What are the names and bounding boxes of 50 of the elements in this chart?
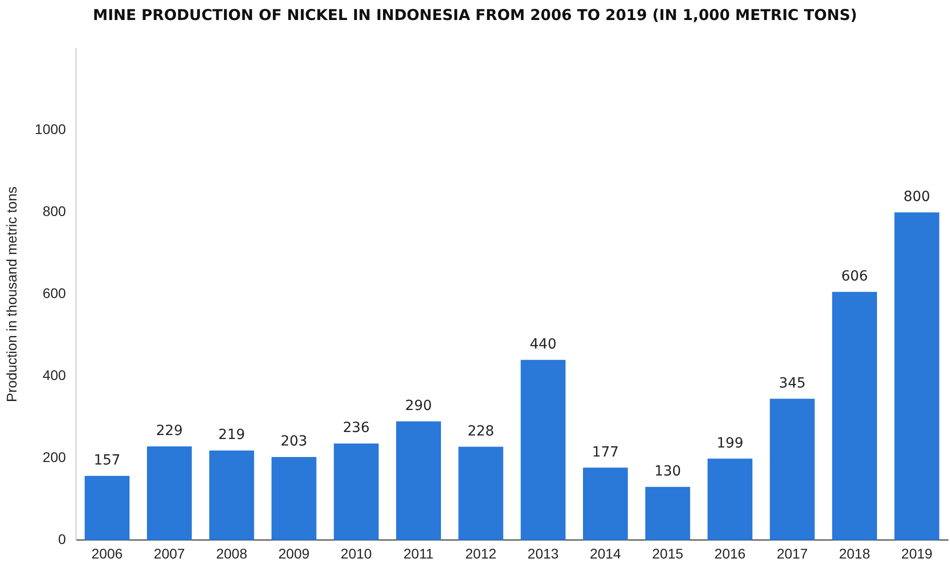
x-tick-label: 2016 [714, 545, 746, 562]
bar [894, 212, 940, 540]
data-label: 345 [778, 375, 806, 392]
data-label: 606 [841, 268, 868, 284]
bar [272, 457, 316, 540]
bar [708, 458, 752, 540]
x-tick-label: 2010 [340, 545, 372, 562]
x-tick-label: 2014 [590, 545, 622, 562]
data-label: 290 [405, 398, 432, 414]
x-tick-label: 2012 [465, 545, 497, 562]
data-label: 440 [530, 336, 556, 353]
data-label: 229 [156, 422, 183, 439]
bar [645, 486, 690, 540]
data-label: 203 [280, 434, 308, 450]
data-label: 236 [342, 420, 370, 436]
x-tick-label: 2009 [278, 545, 310, 562]
y-tick-label: 800 [42, 203, 66, 220]
y-axis-title: Production in thousand metric tons [3, 186, 20, 402]
x-tick-label: 2017 [776, 545, 808, 562]
bar [209, 450, 254, 540]
chart-title: MINE PRODUCTION OF NICKEL IN INDONESIA FROM 2006 TO 2019 (IN 1,000 METRIC TONS) [92, 6, 858, 24]
bar [396, 421, 441, 540]
x-tick-label: 2007 [154, 545, 186, 562]
y-tick-label: 600 [42, 285, 66, 302]
y-tick-label: 400 [42, 367, 66, 384]
bar [770, 398, 815, 540]
x-tick-label: 2008 [216, 545, 248, 562]
data-label: 800 [903, 188, 930, 205]
y-tick-label: 0 [58, 531, 66, 548]
bar [334, 443, 379, 540]
bar [84, 476, 130, 540]
data-label: 130 [654, 464, 682, 480]
y-tick-label: 200 [42, 449, 66, 466]
x-tick-label: 2019 [901, 545, 933, 562]
data-label: 228 [467, 423, 494, 440]
x-tick-label: 2006 [92, 545, 123, 562]
y-tick-label: 1000 [34, 121, 66, 138]
bar [458, 446, 504, 540]
x-tick-label: 2013 [528, 545, 559, 562]
data-label: 177 [592, 444, 619, 460]
bar [146, 446, 192, 540]
x-tick-label: 2011 [403, 545, 434, 562]
data-label: 219 [218, 427, 246, 444]
x-tick-label: 2018 [838, 545, 870, 562]
data-label: 199 [716, 435, 744, 452]
bar [832, 292, 877, 540]
bar [520, 360, 566, 540]
data-label: 157 [94, 452, 120, 468]
x-tick-label: 2015 [652, 545, 684, 562]
bar [582, 468, 628, 540]
